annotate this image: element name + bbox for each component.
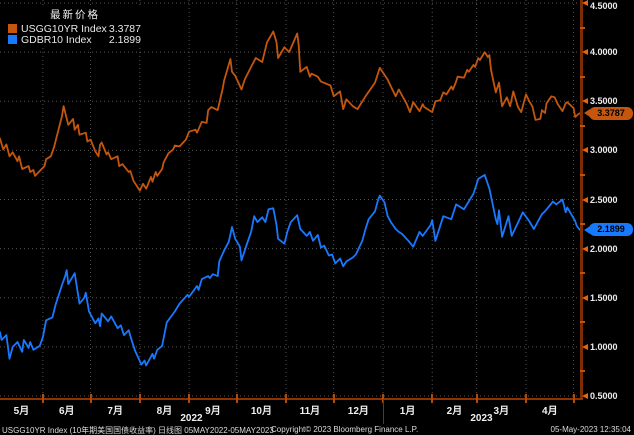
x-axis-month-label: 9月 (205, 406, 221, 417)
y-axis-tick-icon (582, 49, 588, 56)
x-axis-month-label: 10月 (250, 406, 272, 417)
x-axis-tick (431, 394, 434, 403)
y-axis-label: 1.5000 (590, 292, 618, 303)
legend-item-value: 3.3787 (108, 22, 141, 35)
y-axis-tick-icon (582, 147, 588, 154)
y-axis-label: 4.5000 (590, 1, 618, 11)
y-axis-minor-tick (580, 124, 585, 127)
legend-item-usgg10yr[interactable]: USGG10YR Index 3.3787 (8, 22, 142, 35)
x-axis-tick (235, 394, 238, 403)
legend-item-gdbr10[interactable]: GDBR10 Index 2.1899 (8, 33, 142, 46)
y-axis-bar (580, 0, 583, 399)
y-axis-minor-tick (580, 370, 585, 373)
last-price-badge-tip-icon (584, 225, 590, 234)
legend: 最新价格 USGG10YR Index 3.3787 GDBR10 Index … (5, 5, 142, 47)
y-axis-label: 2.0000 (590, 243, 618, 254)
x-axis-month-label: 12月 (347, 406, 369, 417)
x-axis-month-label: 1月 (399, 406, 416, 417)
x-axis-month-label: 3月 (493, 406, 510, 417)
footer: USGG10YR Index (10年期美国国债收益率) 日线图 05MAY20… (0, 424, 634, 435)
y-axis-label: 2.5000 (590, 194, 618, 205)
x-axis-month-label: 6月 (58, 406, 75, 417)
x-axis-tick (572, 394, 575, 403)
last-price-badge: 3.3787 (589, 106, 633, 120)
y-axis-label: 0.5000 (590, 391, 618, 401)
y-axis-minor-tick (580, 223, 585, 226)
series-swatch-gdbr10-icon (8, 35, 17, 44)
y-axis-label: 1.0000 (590, 341, 618, 352)
usgg10yr-line (0, 30, 581, 192)
y-axis-label: 3.0000 (590, 145, 618, 156)
x-axis-tick (138, 394, 141, 403)
x-axis-tick (285, 394, 288, 403)
y-axis-tick-icon (582, 98, 588, 105)
legend-title: 最新价格 (50, 9, 100, 21)
y-axis-minor-tick (580, 321, 585, 324)
legend-item-label: USGG10YR Index (21, 22, 107, 35)
legend-item-label: GDBR10 Index (21, 33, 92, 46)
footer-chart-description: USGG10YR Index (10年期美国国债收益率) 日线图 05MAY20… (2, 426, 274, 435)
x-axis-month-label: 11月 (299, 406, 321, 417)
x-axis-tick (89, 394, 92, 403)
y-axis-tick-icon (582, 294, 588, 301)
y-axis-minor-tick (580, 75, 585, 78)
x-axis-tick (524, 394, 527, 403)
last-price-badge: 2.1899 (589, 223, 633, 237)
x-axis-bar (0, 398, 583, 400)
legend-item-value: 2.1899 (108, 33, 141, 46)
series-swatch-usgg10yr-icon (8, 24, 17, 33)
x-axis-year-label: 2023 (470, 413, 493, 424)
x-axis-tick (188, 394, 191, 403)
footer-copyright: Copyright© 2023 Bloomberg Finance L.P. (271, 425, 419, 434)
x-axis-month-label: 7月 (107, 406, 123, 417)
y-axis-tick-icon (582, 343, 588, 350)
y-axis-tick-icon (582, 0, 588, 6)
y-axis-label: 3.5000 (590, 96, 618, 107)
y-axis-minor-tick (580, 26, 585, 29)
x-axis-tick (381, 394, 384, 403)
x-axis-tick (41, 394, 44, 403)
y-axis-minor-tick (580, 173, 585, 176)
y-axis-tick-icon (582, 393, 588, 399)
x-axis-year-label: 2022 (180, 413, 203, 424)
x-axis-month-label: 2月 (446, 406, 463, 417)
footer-timestamp: 05-May-2023 12:35:04 (550, 425, 632, 434)
x-axis-month-label: 8月 (156, 406, 173, 417)
x-axis-month-label: 5月 (13, 406, 30, 417)
y-axis-label: 4.0000 (590, 47, 618, 58)
x-axis-tick (475, 394, 478, 403)
x-axis-year-divider (382, 399, 384, 424)
x-axis-month-label: 4月 (542, 406, 558, 417)
last-price-badge-tip-icon (584, 109, 590, 118)
y-axis-minor-tick (580, 272, 585, 275)
y-axis-tick-icon (582, 245, 588, 252)
gdbr10-line (0, 173, 581, 367)
y-axis-tick-icon (582, 196, 588, 203)
x-axis-tick (332, 394, 335, 403)
chart-plot[interactable] (0, 0, 584, 404)
